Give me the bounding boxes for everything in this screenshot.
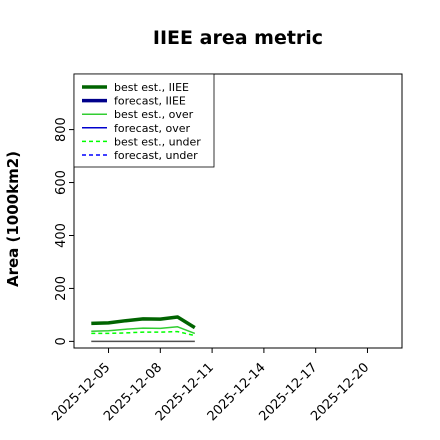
legend-label: best est., over: [114, 108, 194, 121]
plot-frame: [73, 73, 403, 349]
y-tick-label: 800: [54, 117, 69, 142]
y-tick-label: 400: [54, 223, 69, 248]
y-axis: 0 200 400 600 800: [54, 117, 74, 346]
y-tick-label: 0: [54, 337, 69, 345]
legend-label: best est., under: [114, 135, 201, 148]
chart-title: IIEE area metric: [153, 27, 323, 49]
legend-box: [73, 73, 215, 168]
series-line: [91, 326, 196, 335]
y-tick-label: 600: [54, 170, 69, 195]
series-line: [91, 315, 196, 330]
y-axis-label: Area (1000km2): [4, 151, 22, 287]
legend-label: best est., IIEE: [114, 81, 189, 94]
series-layer: [91, 315, 196, 343]
x-axis: 2025-12-052025-12-082025-12-112025-12-14…: [49, 348, 372, 424]
legend-label: forecast, over: [114, 122, 190, 135]
legend-label: forecast, under: [114, 149, 198, 162]
y-tick-label: 200: [54, 276, 69, 301]
legend-label: forecast, IIEE: [114, 95, 186, 108]
series-line: [91, 330, 195, 337]
